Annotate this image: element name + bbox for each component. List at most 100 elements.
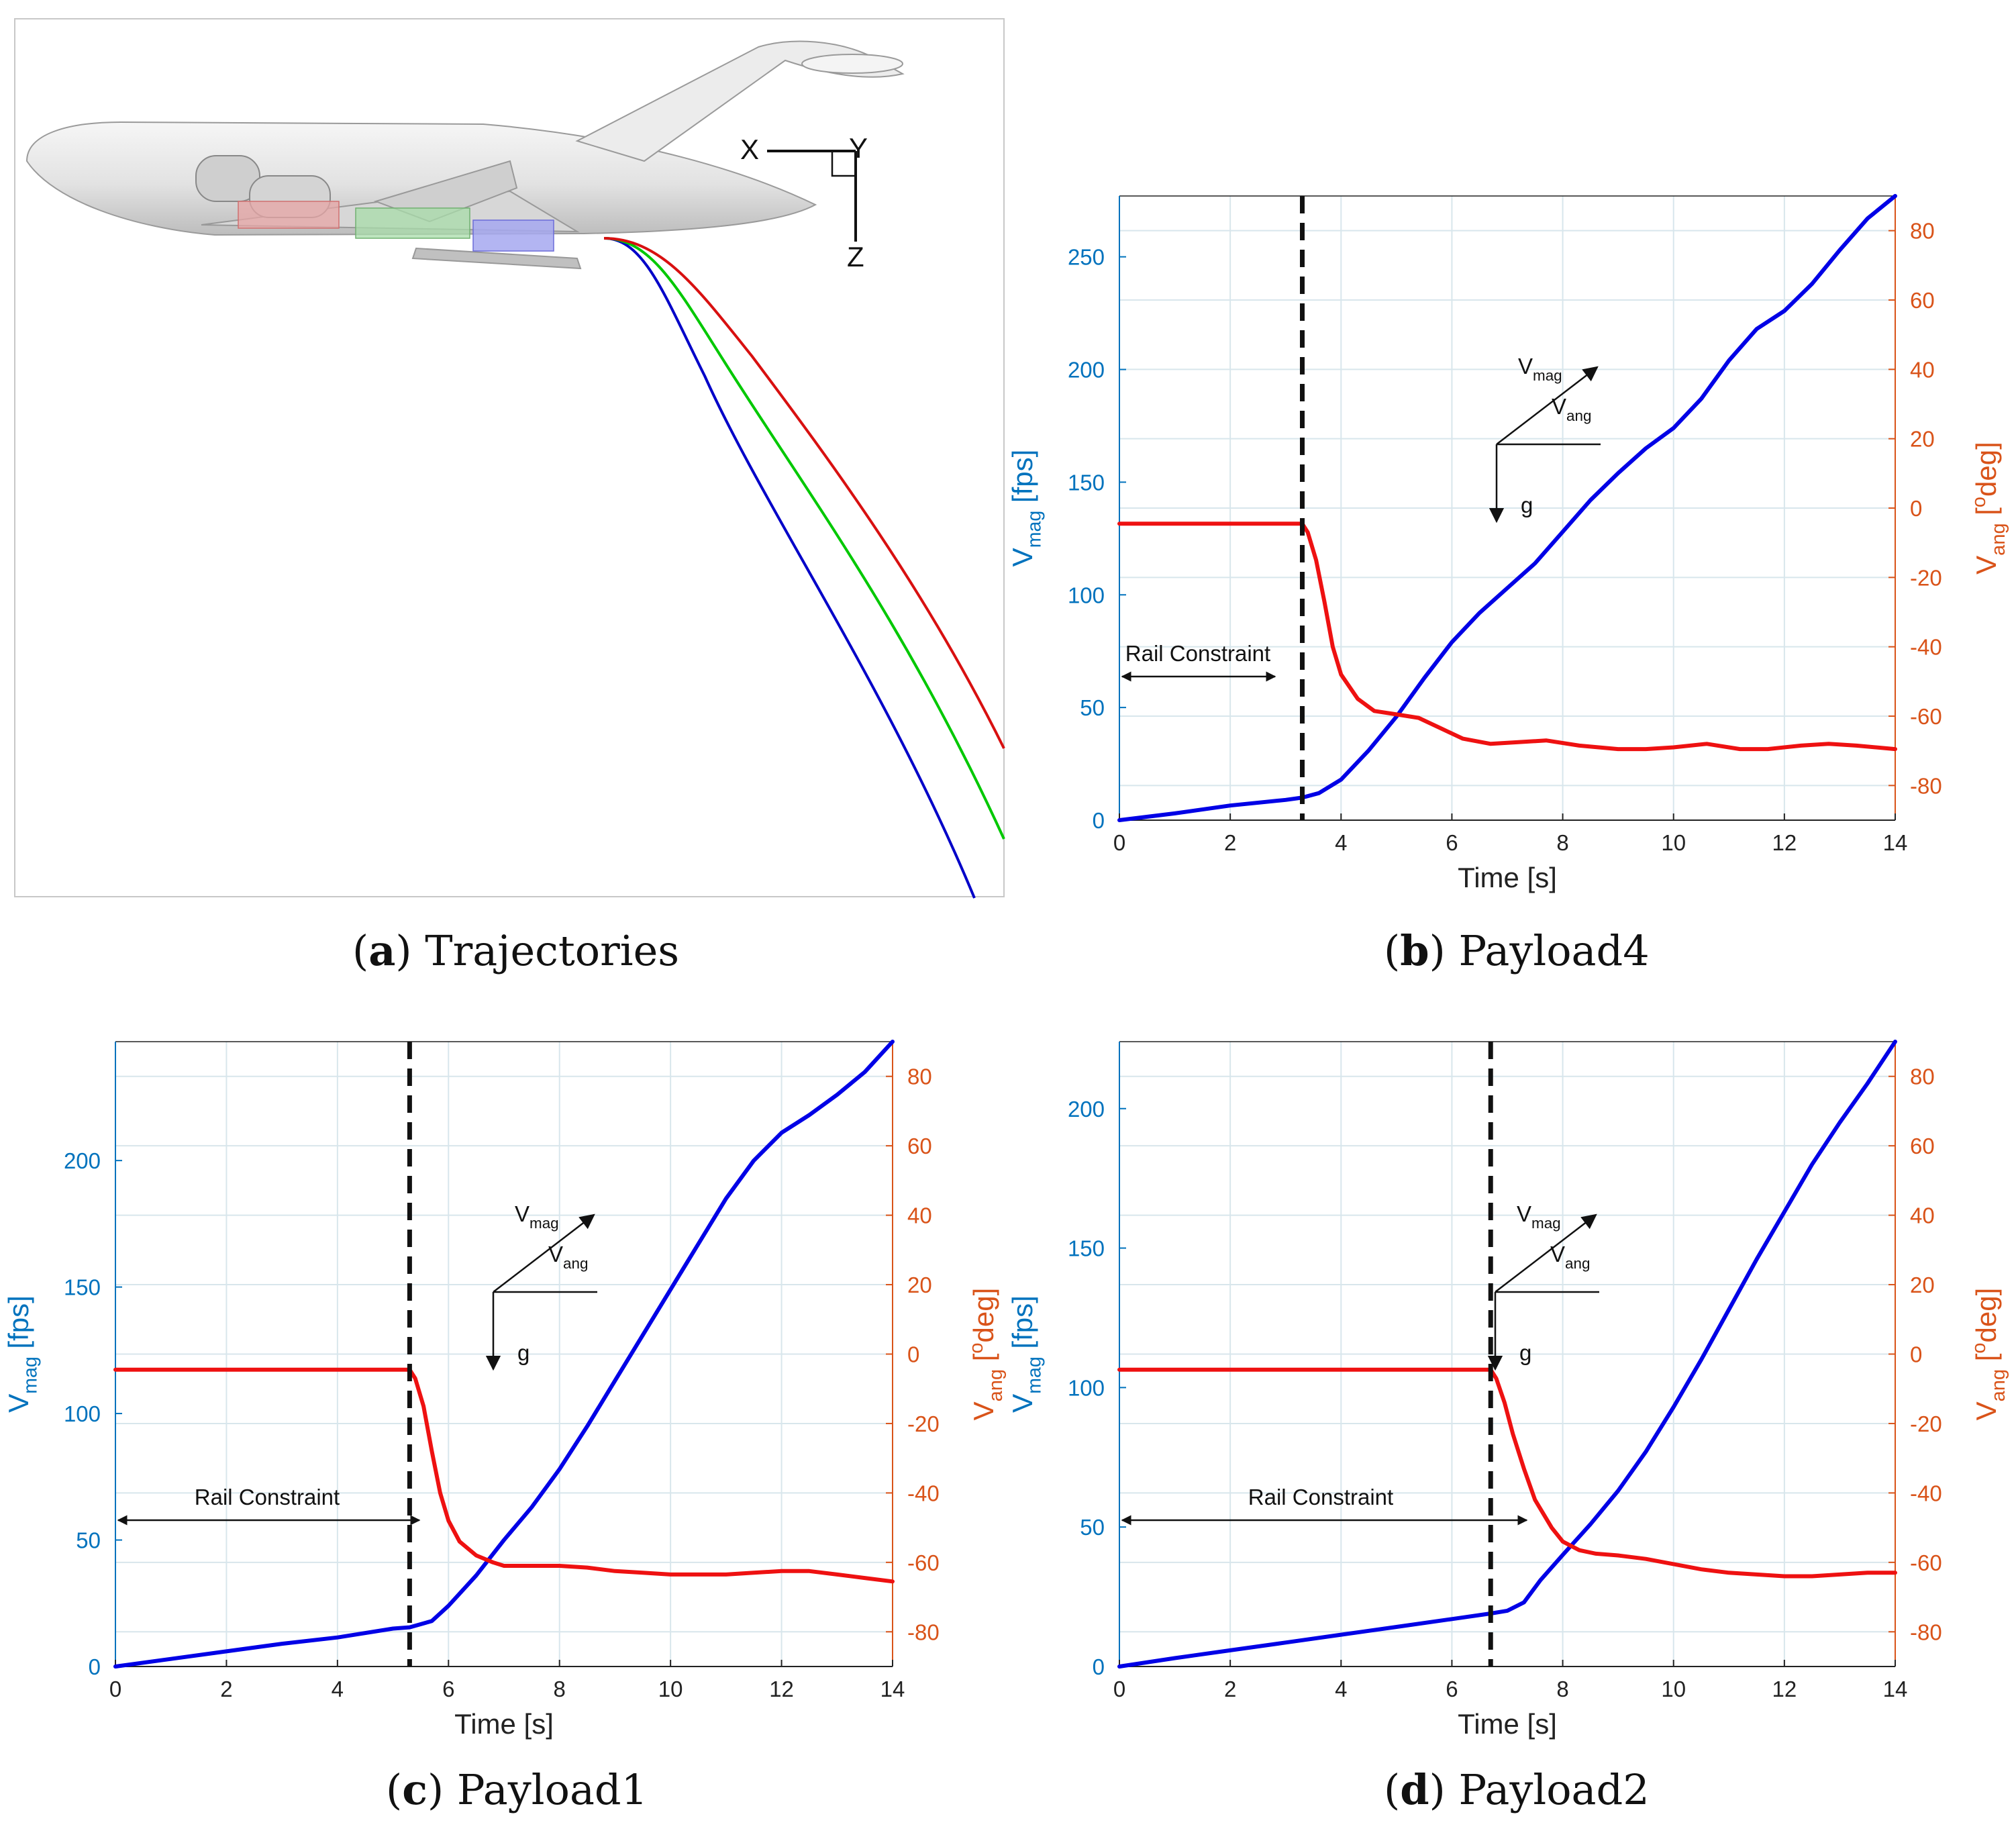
aircraft-horizontal-tail xyxy=(801,54,903,74)
x-tick-label-c: 8 xyxy=(554,1677,566,1701)
y2-axis-title-b: Vang [odeg] xyxy=(1968,442,2009,575)
y2-tick-label-c: -20 xyxy=(907,1411,940,1436)
x-tick-label-c: 6 xyxy=(442,1677,454,1701)
y-tick-label-b: 250 xyxy=(1068,245,1105,270)
aircraft-cargo-ramp xyxy=(411,247,582,270)
y2-tick-label-c: -80 xyxy=(907,1620,940,1644)
y2-tick-label-c: 60 xyxy=(907,1134,932,1158)
y2-tick-label-b: -40 xyxy=(1910,635,1942,660)
vang-line-c xyxy=(113,1367,895,1584)
y2-tick-label-b: 80 xyxy=(1910,219,1935,244)
y-tick-label-c: 0 xyxy=(89,1654,101,1679)
y2-tick-label-b: 60 xyxy=(1910,288,1935,313)
y2-tick-label-b: -60 xyxy=(1910,704,1942,729)
x-tick-label-c: 0 xyxy=(109,1677,121,1701)
y-tick-label-c: 100 xyxy=(64,1401,101,1426)
x-axis-title-d: Time [s] xyxy=(1458,1708,1557,1740)
y-tick-label-b: 200 xyxy=(1068,358,1105,383)
y2-tick-label-d: 0 xyxy=(1910,1342,1922,1367)
vang-line-b xyxy=(1117,521,1897,752)
y2-tick-label-d: -40 xyxy=(1910,1481,1942,1505)
vmag-vector-arrow-d xyxy=(1495,1213,1597,1293)
y2-tick-label-d: 60 xyxy=(1910,1134,1935,1158)
y-tick-label-c: 150 xyxy=(64,1275,101,1300)
gravity-label-d: g xyxy=(1519,1340,1531,1365)
trajectory-curves xyxy=(603,237,1005,899)
gravity-label-c: g xyxy=(517,1340,530,1365)
x-tick-label-b: 6 xyxy=(1446,830,1458,855)
chart-d: 0 2 4 6 8 10 12 14 0 50 100 150 200 -80 -60 -40 -20 0 20 40… xyxy=(1007,1040,2009,1740)
x-tick-label-c: 10 xyxy=(658,1677,683,1701)
y2-tick-label-d: 40 xyxy=(1910,1203,1935,1228)
vang-angle-label-b: Vang xyxy=(1552,394,1591,424)
y-tick-label-c: 50 xyxy=(76,1528,101,1553)
trajectory-panel: X Y Z xyxy=(14,18,1005,899)
y2-tick-label-d: -60 xyxy=(1910,1550,1942,1575)
caption-c: (c) Payload1 xyxy=(386,1765,648,1814)
aircraft-illustration xyxy=(26,40,905,270)
vmag-vector-label-c: Vmag xyxy=(515,1201,559,1232)
x-tick-label-b: 12 xyxy=(1772,830,1797,855)
vang-angle-label-c: Vang xyxy=(548,1242,588,1272)
coordinate-triad: X Y Z xyxy=(740,132,868,272)
vmag-line-b xyxy=(1117,194,1897,822)
trajectory-green xyxy=(603,237,1005,840)
y2-tick-label-c: -40 xyxy=(907,1481,940,1505)
y-tick-label-c: 200 xyxy=(64,1148,101,1173)
triad-y-label: Y xyxy=(849,132,868,164)
x-tick-label-c: 2 xyxy=(220,1677,232,1701)
y-tick-label-b: 50 xyxy=(1080,695,1105,720)
x-tick-label-b: 2 xyxy=(1224,830,1236,855)
payload-box-blue xyxy=(472,219,554,252)
x-tick-label-d: 8 xyxy=(1556,1677,1568,1701)
caption-d: (d) Payload2 xyxy=(1384,1765,1650,1814)
vang-line-d xyxy=(1117,1367,1897,1579)
chart-b: 0 2 4 6 8 10 12 14 0 50 100 150 200 250 -80 -60 -40 -20 0 2… xyxy=(1007,194,2009,893)
rail-constraint-label-c: Rail Constraint xyxy=(195,1485,340,1509)
y-tick-label-b: 150 xyxy=(1068,470,1105,495)
y-axis-title-c: Vmag [fps] xyxy=(3,1295,42,1413)
vmag-line-d xyxy=(1117,1040,1897,1669)
y-tick-label-b: 0 xyxy=(1093,808,1105,833)
x-tick-label-b: 4 xyxy=(1335,830,1347,855)
x-axis-title-c: Time [s] xyxy=(454,1708,554,1740)
payload-box-green xyxy=(355,207,470,239)
payload-box-red xyxy=(238,201,340,229)
x-tick-label-d: 4 xyxy=(1335,1677,1347,1701)
y-tick-label-d: 50 xyxy=(1080,1515,1105,1540)
vmag-vector-arrow-c xyxy=(493,1213,595,1293)
y2-tick-label-c: 0 xyxy=(907,1342,919,1367)
caption-b: (b) Payload4 xyxy=(1384,926,1650,975)
x-tick-label-b: 0 xyxy=(1113,830,1125,855)
x-tick-label-b: 10 xyxy=(1661,830,1686,855)
vmag-vector-arrow-b xyxy=(1496,366,1599,445)
rail-constraint-label-d: Rail Constraint xyxy=(1248,1485,1393,1509)
triad-x-label: X xyxy=(740,134,759,165)
y2-tick-label-c: 80 xyxy=(907,1064,932,1089)
x-tick-label-c: 12 xyxy=(769,1677,794,1701)
y2-tick-label-b: 0 xyxy=(1910,496,1922,521)
y2-tick-label-c: 40 xyxy=(907,1203,932,1228)
y-tick-label-d: 150 xyxy=(1068,1236,1105,1261)
vang-angle-label-d: Vang xyxy=(1550,1242,1590,1272)
y2-tick-label-c: 20 xyxy=(907,1273,932,1297)
x-tick-label-d: 14 xyxy=(1883,1677,1908,1701)
y2-tick-label-d: 80 xyxy=(1910,1064,1935,1089)
chart-c: 0 2 4 6 8 10 12 14 0 50 100 150 200 -80 -60 -40 -20 0 20 40… xyxy=(3,1040,1007,1740)
y2-tick-label-d: -80 xyxy=(1910,1620,1942,1644)
gravity-label-b: g xyxy=(1521,493,1533,517)
x-tick-label-b: 14 xyxy=(1883,830,1908,855)
y2-tick-label-b: -80 xyxy=(1910,773,1942,798)
y2-axis-title-c: Vang [odeg] xyxy=(966,1288,1007,1421)
x-tick-label-d: 6 xyxy=(1446,1677,1458,1701)
x-axis-title-b: Time [s] xyxy=(1458,862,1557,893)
y-tick-label-d: 100 xyxy=(1068,1375,1105,1400)
y2-tick-label-c: -60 xyxy=(907,1550,940,1575)
vmag-line-c xyxy=(113,1040,895,1669)
rail-constraint-label-b: Rail Constraint xyxy=(1125,641,1270,666)
vmag-vector-label-b: Vmag xyxy=(1518,354,1562,384)
y2-tick-label-b: 20 xyxy=(1910,427,1935,452)
caption-a: (a) Trajectories xyxy=(352,926,680,975)
